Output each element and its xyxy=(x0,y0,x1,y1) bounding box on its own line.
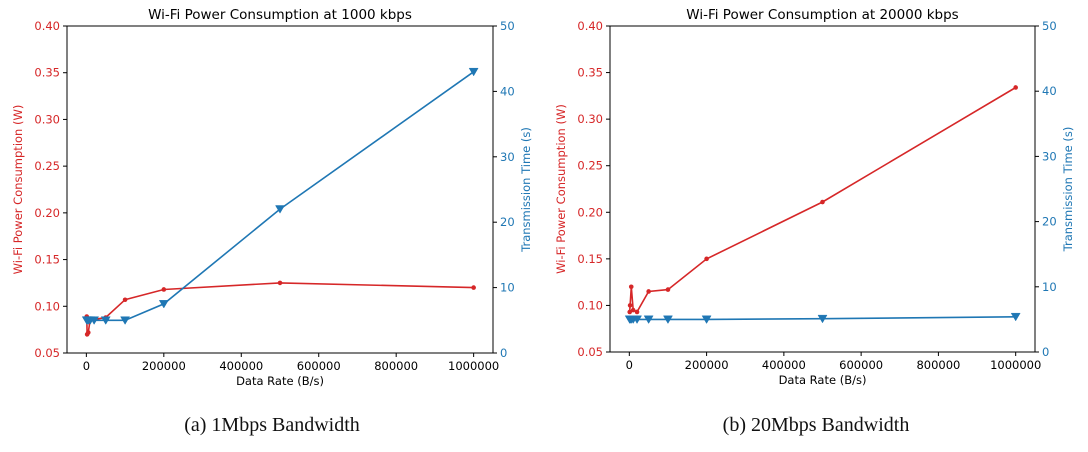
chart-a-time-point xyxy=(89,316,100,325)
chart-a-y-tick-label: 0.25 xyxy=(34,159,60,173)
chart-a-power-point xyxy=(277,280,283,286)
chart-b-x-axis-label: Data Rate (B/s) xyxy=(779,373,867,387)
chart-b-y2-axis-label: Transmission Time (s) xyxy=(1061,127,1075,253)
chart-a-x-tick-label: 1000000 xyxy=(448,359,499,373)
chart-b-y-tick-label: 0.35 xyxy=(577,66,603,80)
chart-b-y2-tick-label: 50 xyxy=(1042,19,1057,33)
chart-b-power-point xyxy=(628,284,634,290)
chart-a-y-tick-label: 0.30 xyxy=(34,112,60,126)
chart-b-y-tick-label: 0.25 xyxy=(577,159,603,173)
chart-a-y2-tick-label: 40 xyxy=(500,84,515,98)
chart-b-power-point xyxy=(634,309,640,315)
chart-b-svg: Wi-Fi Power Consumption at 20000 kbps 0 20… xyxy=(554,7,1075,387)
chart-b-power-point xyxy=(1013,85,1018,90)
chart-b-x-tick-label: 800000 xyxy=(916,358,960,372)
chart-b-x-tick-label: 400000 xyxy=(762,358,806,372)
chart-a-y-axis-label: Wi-Fi Power Consumption (W) xyxy=(11,105,25,275)
chart-b-x-tick-label: 1000000 xyxy=(990,358,1041,372)
chart-b-power-point xyxy=(646,289,651,294)
chart-b-y-tick-label: 0.10 xyxy=(577,298,603,312)
chart-b-power-point xyxy=(820,199,825,205)
chart-a-y2-tick-label: 30 xyxy=(500,150,515,164)
chart-a-x-tick-label: 400000 xyxy=(219,359,263,373)
chart-b-time-point xyxy=(632,315,642,324)
chart-b-y2-tick-label: 30 xyxy=(1042,149,1057,163)
chart-a-x-tick-label: 600000 xyxy=(297,359,341,373)
chart-a-power-series-line xyxy=(86,282,474,337)
chart-a-time-point xyxy=(158,300,169,309)
chart-b-power-series-line xyxy=(628,86,1017,313)
chart-panel-a: Wi-Fi Power Consumption at 1000 kbps 0 200… xyxy=(0,0,544,400)
chart-a-time-point xyxy=(120,316,131,325)
chart-a-time-point xyxy=(468,67,479,77)
chart-a-time-point xyxy=(275,205,285,214)
chart-a-y-tick-label: 0.40 xyxy=(34,19,60,33)
chart-b-y-tick-label: 0.20 xyxy=(577,205,603,219)
chart-b-y2-tick-label: 40 xyxy=(1042,84,1057,98)
chart-b-y-tick-label: 0.15 xyxy=(577,252,603,266)
chart-b-time-point xyxy=(663,315,673,324)
chart-b-y2-tick-label: 10 xyxy=(1042,280,1057,294)
chart-b-title: Wi-Fi Power Consumption at 20000 kbps xyxy=(686,7,958,23)
chart-a-title: Wi-Fi Power Consumption at 1000 kbps xyxy=(148,7,412,23)
chart-a-y-tick-label: 0.05 xyxy=(34,346,60,360)
caption-b: (b) 20Mbps Bandwidth xyxy=(722,414,910,436)
chart-b-x-tick-label: 0 xyxy=(626,358,633,372)
chart-panel-b: Wi-Fi Power Consumption at 20000 kbps 0 20… xyxy=(544,0,1088,400)
chart-a-y2-tick-label: 20 xyxy=(500,215,515,229)
chart-b-power-point xyxy=(627,303,633,308)
chart-b-x-tick-label: 600000 xyxy=(839,358,883,372)
chart-a-y2-tick-label: 50 xyxy=(500,19,515,33)
chart-a-y-tick-label: 0.35 xyxy=(34,66,60,80)
chart-a-power-point xyxy=(86,330,91,335)
chart-a-power-point xyxy=(122,297,128,303)
chart-b-y-tick-label: 0.05 xyxy=(577,345,603,359)
chart-a-x-tick-label: 800000 xyxy=(374,359,418,373)
chart-b-power-point xyxy=(627,309,633,315)
chart-a-x-tick-label: 0 xyxy=(83,359,90,373)
chart-a-power-point xyxy=(471,285,476,290)
chart-b-time-point xyxy=(701,315,712,324)
chart-b-x-tick-label: 200000 xyxy=(685,358,729,372)
chart-b-y-axis-label: Wi-Fi Power Consumption (W) xyxy=(554,104,568,274)
chart-a-y-tick-label: 0.10 xyxy=(34,299,60,313)
chart-a-y2-tick-label: 0 xyxy=(500,346,507,360)
chart-b-power-point xyxy=(665,287,671,292)
chart-b-y2-tick-label: 20 xyxy=(1042,215,1057,229)
chart-b-time-point xyxy=(1010,312,1021,322)
chart-b-y-tick-label: 0.40 xyxy=(577,19,603,33)
chart-a-plot-frame xyxy=(66,25,494,354)
chart-a-y2-tick-label: 10 xyxy=(500,281,515,295)
chart-a-time-point xyxy=(100,316,111,325)
chart-b-y2-tick-label: 0 xyxy=(1042,345,1049,359)
chart-a-x-tick-label: 200000 xyxy=(142,359,186,373)
chart-a-y-tick-label: 0.20 xyxy=(34,206,60,220)
chart-b-time-point xyxy=(643,315,654,324)
chart-b-time-point xyxy=(817,314,828,324)
chart-a-x-axis-label: Data Rate (B/s) xyxy=(236,374,324,388)
chart-a-y-tick-label: 0.15 xyxy=(34,253,60,267)
chart-b-y-tick-label: 0.30 xyxy=(577,112,603,126)
chart-b-plot-frame xyxy=(609,25,1036,353)
chart-b-power-point xyxy=(630,307,636,313)
chart-b-power-point xyxy=(704,256,709,262)
caption-a: (a) 1Mbps Bandwidth xyxy=(184,414,360,436)
chart-a-power-point xyxy=(161,287,167,292)
chart-a-y2-axis-label: Transmission Time (s) xyxy=(519,127,533,253)
